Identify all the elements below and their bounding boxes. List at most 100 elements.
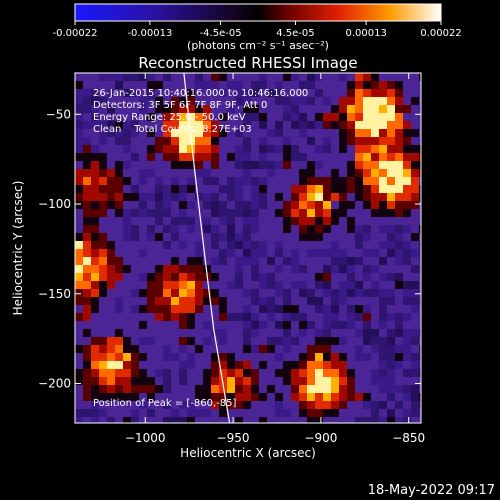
heatmap-cell [411, 89, 419, 97]
heatmap-cell [115, 409, 123, 417]
heatmap-cell [307, 185, 315, 193]
heatmap-cell [331, 161, 339, 169]
heatmap-cell [419, 385, 421, 393]
heatmap-cell [115, 345, 123, 353]
heatmap-cell [275, 137, 283, 145]
heatmap-cell [283, 201, 291, 209]
heatmap-cell [371, 121, 379, 129]
heatmap-cell [339, 177, 347, 185]
heatmap-cell [171, 337, 179, 345]
heatmap-cell [171, 345, 179, 353]
heatmap-cell [227, 329, 235, 337]
heatmap-cell [379, 257, 387, 265]
heatmap-cell [387, 329, 395, 337]
heatmap-cell [131, 313, 139, 321]
heatmap-cell [267, 241, 275, 249]
heatmap-cell [235, 329, 243, 337]
heatmap-cell [275, 81, 283, 89]
heatmap-cell [283, 153, 291, 161]
heatmap-cell [355, 409, 363, 417]
heatmap-cell [283, 129, 291, 137]
heatmap-cell [275, 345, 283, 353]
heatmap-cell [123, 201, 131, 209]
heatmap-cell [179, 185, 187, 193]
heatmap-cell [211, 321, 219, 329]
heatmap-cell [195, 297, 203, 305]
heatmap-cell [307, 377, 315, 385]
heatmap-cell [243, 353, 251, 361]
heatmap-cell [91, 393, 99, 401]
heatmap-cell [187, 121, 195, 129]
heatmap-cell [323, 377, 331, 385]
heatmap-cell [307, 417, 315, 423]
heatmap-cell [299, 121, 307, 129]
heatmap-cell [75, 193, 83, 201]
heatmap-cell [347, 329, 355, 337]
heatmap-cell [403, 89, 411, 97]
heatmap-cell [331, 177, 339, 185]
heatmap-cell [179, 121, 187, 129]
heatmap-cell [227, 113, 235, 121]
heatmap-cell [219, 105, 227, 113]
heatmap-cell [219, 353, 227, 361]
heatmap-cell [123, 385, 131, 393]
heatmap-cell [411, 297, 419, 305]
heatmap-cell [403, 193, 411, 201]
heatmap-cell [123, 73, 131, 81]
heatmap-cell [75, 185, 83, 193]
heatmap-cell [115, 225, 123, 233]
y-tick-label: −150 [38, 287, 71, 301]
heatmap-cell [379, 201, 387, 209]
heatmap-cell [363, 129, 371, 137]
heatmap-cell [171, 377, 179, 385]
heatmap-cell [227, 73, 235, 81]
heatmap-cell [331, 89, 339, 97]
heatmap-cell [387, 337, 395, 345]
heatmap-cell [371, 361, 379, 369]
heatmap-cell [75, 81, 83, 89]
heatmap-cell [243, 225, 251, 233]
heatmap-cell [347, 249, 355, 257]
heatmap-cell [115, 281, 123, 289]
heatmap-cell [91, 241, 99, 249]
heatmap-cell [291, 233, 299, 241]
heatmap-cell [283, 361, 291, 369]
heatmap-cell [371, 217, 379, 225]
heatmap-cell [227, 353, 235, 361]
heatmap-cell [219, 385, 227, 393]
heatmap-cell [315, 105, 323, 113]
heatmap-cell [75, 313, 83, 321]
heatmap-cell [179, 313, 187, 321]
heatmap-cell [155, 193, 163, 201]
heatmap-cell [131, 273, 139, 281]
x-tick-label: −950 [217, 431, 250, 445]
heatmap-cell [379, 289, 387, 297]
heatmap-cell [91, 233, 99, 241]
heatmap-cell [99, 417, 107, 423]
heatmap-cell [323, 273, 331, 281]
heatmap-cell [387, 377, 395, 385]
heatmap-cell [107, 273, 115, 281]
heatmap-cell [379, 249, 387, 257]
heatmap-cell [307, 201, 315, 209]
heatmap-cell [395, 369, 403, 377]
heatmap-cell [283, 225, 291, 233]
heatmap-cell [355, 393, 363, 401]
heatmap-cell [259, 201, 267, 209]
heatmap-cell [331, 393, 339, 401]
heatmap-cell [163, 377, 171, 385]
heatmap-cell [227, 409, 235, 417]
heatmap-cell [75, 153, 83, 161]
heatmap-cell [75, 97, 83, 105]
heatmap-cell [355, 89, 363, 97]
heatmap-cell [283, 385, 291, 393]
heatmap-cell [323, 145, 331, 153]
heatmap-cell [195, 121, 203, 129]
footer-timestamp: 18-May-2022 09:17 [368, 483, 495, 498]
heatmap-cell [347, 153, 355, 161]
heatmap-cell [347, 385, 355, 393]
heatmap-cell [387, 249, 395, 257]
heatmap-cell [211, 305, 219, 313]
heatmap-cell [83, 289, 91, 297]
heatmap-cell [331, 121, 339, 129]
